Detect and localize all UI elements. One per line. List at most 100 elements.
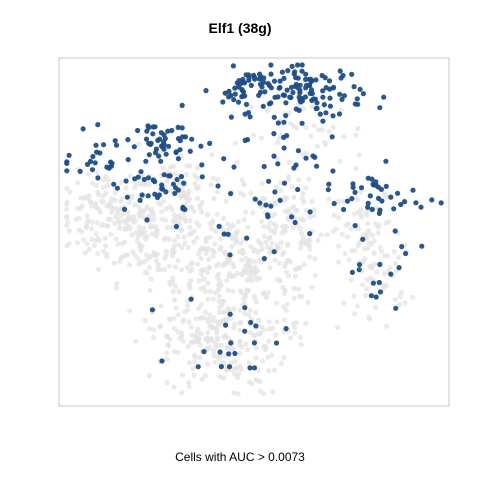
background-cell-point [195,261,201,267]
active-cell-point [146,152,152,158]
background-cell-point [251,259,257,265]
active-cell-point [268,71,274,77]
background-cell-point [162,235,168,241]
active-cell-point [199,162,205,168]
background-cell-point [188,324,194,330]
background-cell-point [155,262,161,268]
background-cell-point [84,213,90,219]
background-cell-point [222,353,228,359]
active-cell-point [173,185,179,191]
background-cell-point [94,220,100,226]
background-cell-point [193,316,199,322]
active-cell-point [113,142,120,148]
background-cell-point [170,275,176,281]
background-cell-point [89,203,95,209]
background-cell-point [364,235,370,241]
active-cell-point [123,178,129,184]
active-cell-point [87,158,94,164]
background-cell-point [144,252,150,258]
background-cell-point [345,221,351,227]
background-cell-point [171,243,177,249]
background-cell-point [66,241,72,247]
background-cell-point [221,261,227,267]
background-cell-point [355,303,361,309]
active-cell-point [125,137,131,143]
background-cell-point [280,223,286,230]
active-cell-point [377,261,383,268]
background-cell-point [209,225,215,232]
active-cell-point [339,96,345,102]
active-cell-point [291,165,297,171]
active-cell-point [261,163,267,170]
active-cell-point [265,212,271,218]
active-cell-point [307,209,313,215]
active-cell-point [64,159,70,165]
background-cell-point [212,241,218,247]
background-cell-point [278,187,284,194]
background-cell-point [119,196,125,202]
background-cell-point [89,219,95,225]
background-cell-point [96,238,102,244]
background-cell-point [102,235,108,241]
active-cell-point [221,156,227,162]
background-cell-point [158,209,165,215]
active-cell-point [376,279,382,286]
background-cell-point [135,256,141,262]
background-cell-point [348,277,354,283]
background-cell-point [214,330,220,336]
active-cell-point [314,105,320,111]
background-cell-point [396,255,402,261]
background-cell-point [154,226,160,233]
active-cell-point [252,196,258,202]
background-cell-point [258,218,264,225]
background-cell-point [247,379,253,385]
background-cell-point [281,317,287,323]
active-cell-point [388,271,394,277]
background-cell-point [111,260,117,266]
background-cell-point [287,335,294,341]
background-cell-point [136,210,142,216]
active-cell-point [253,323,259,329]
active-cell-point [259,84,265,90]
background-cell-point [171,237,178,243]
background-cell-point [232,140,238,146]
active-cell-point [351,84,357,90]
background-cell-point [93,230,99,236]
background-cell-point [265,107,271,114]
active-cell-point [201,349,207,355]
active-cell-point [281,92,288,98]
background-cell-point [292,266,298,273]
active-cell-point [369,206,375,212]
background-cell-point [167,282,173,288]
background-cell-point [291,285,297,291]
active-cell-point [189,136,195,142]
active-cell-point [207,140,213,146]
background-cell-point [296,265,302,271]
active-cell-point [163,151,169,157]
background-cell-point [254,277,260,283]
background-cell-point [298,216,304,222]
active-cell-point [158,158,164,164]
active-cell-point [326,78,333,84]
active-cell-point [90,153,96,160]
background-cell-point [191,208,197,214]
background-cell-point [263,294,269,300]
active-cell-point [226,94,232,100]
background-cell-point [259,259,265,265]
active-cell-point [391,206,397,212]
background-cell-point [266,338,272,344]
background-cell-point [312,256,318,262]
background-cell-point [76,215,82,221]
active-cell-point [326,181,332,187]
background-cell-point [172,283,179,290]
background-cell-point [210,175,217,181]
active-cell-point [235,99,242,105]
background-cell-point [184,264,191,271]
active-cell-point [143,158,149,164]
active-cell-point [275,161,281,167]
active-cell-point [292,219,298,226]
active-cell-point [180,206,186,212]
background-cell-point [173,305,179,311]
background-cell-point [212,359,218,366]
background-cell-point [338,107,344,113]
